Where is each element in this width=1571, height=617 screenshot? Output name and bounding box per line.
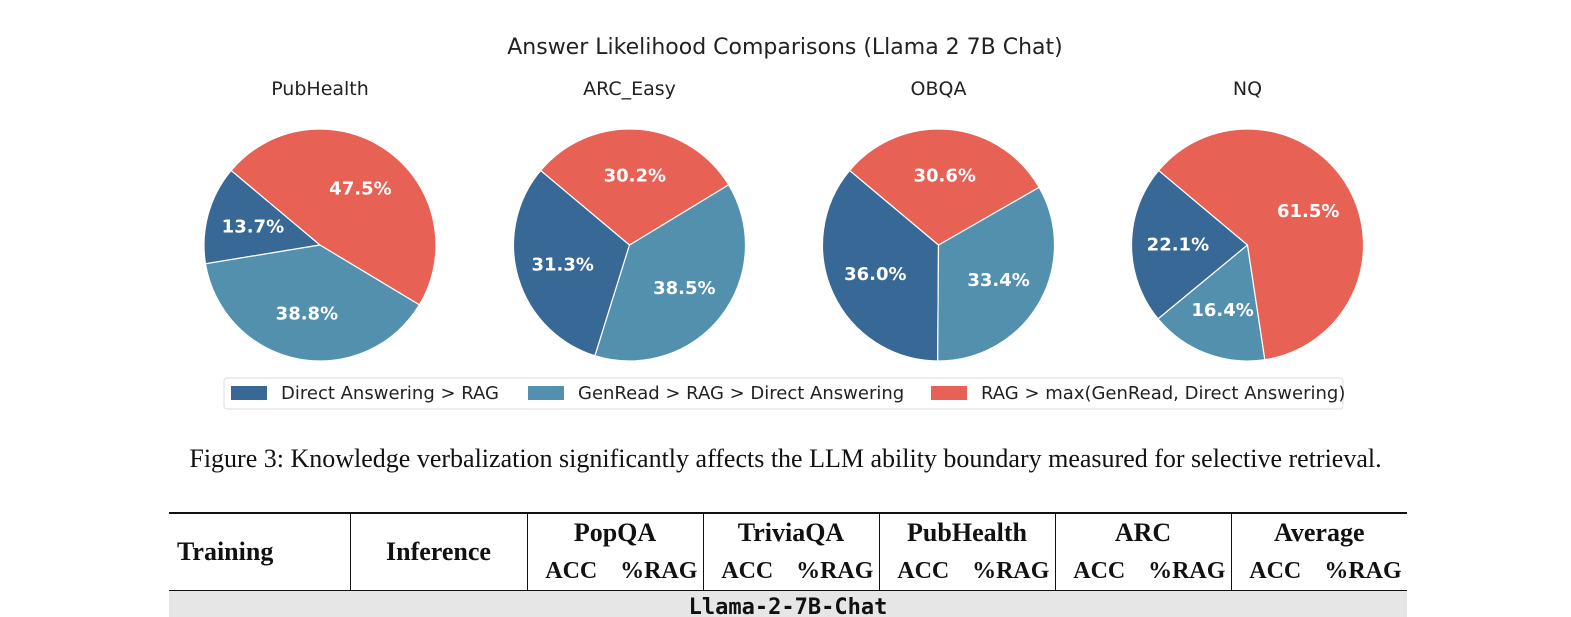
slice-label: 31.3% [531, 255, 593, 276]
slice-label: 36.0% [844, 264, 906, 285]
slice-label: 38.5% [653, 278, 715, 299]
model-group-label: Llama-2-7B-Chat [169, 590, 1407, 617]
header-triviaqa: TriviaQA [703, 513, 880, 552]
subheader-acc: ACC [1249, 558, 1302, 584]
pie-slice [1157, 243, 1266, 362]
pie-nq: NQ 22.1% 16.4% 61.5% [1130, 78, 1365, 362]
table-row: Llama-2-7B-Chat [169, 590, 1407, 617]
pie-slice [1157, 128, 1365, 361]
slice-label: 30.2% [604, 166, 666, 187]
pie-pubhealth: PubHealth 13.7% 38.8% 47.5% [203, 78, 437, 362]
pie-slice [539, 128, 730, 246]
subheader-rag: %RAG [615, 552, 704, 591]
table-subheader-row: ACC %RAG ACC %RAG ACC %RAG ACC %RAG ACC … [169, 552, 1407, 591]
pie-slice [937, 186, 1056, 362]
legend: Direct Answering > RAG GenRead > RAG > Di… [223, 377, 1345, 410]
pie-title: OBQA [911, 78, 967, 100]
subheader-rag: %RAG [1143, 552, 1232, 591]
header-average: Average [1274, 518, 1365, 547]
table-header-row: Training Inference PopQA TriviaQA PubHea… [169, 513, 1407, 591]
figure-caption: Figure 3: Knowledge verbalization signif… [189, 444, 1382, 473]
legend-frame [223, 377, 1344, 410]
pie-title: NQ [1233, 78, 1262, 100]
pie-obqa: OBQA 36.0% 33.4% 30.6% [821, 78, 1056, 362]
figure-svg: Answer Likelihood Comparisons (Llama 2 7… [203, 35, 1365, 410]
header-arc: ARC [1055, 513, 1232, 552]
legend-swatch [931, 386, 967, 400]
subheader-rag: %RAG [791, 552, 880, 591]
slice-label: 22.1% [1147, 235, 1209, 256]
pie-title: ARC_Easy [583, 78, 676, 100]
figure-title: Answer Likelihood Comparisons (Llama 2 7… [507, 35, 1063, 60]
pie-slice [848, 128, 1040, 246]
subheader-rag: %RAG [967, 552, 1056, 591]
header-popqa: PopQA [527, 513, 704, 552]
pie-slice [203, 169, 322, 265]
subheader-acc: ACC [721, 558, 774, 584]
legend-label: Direct Answering > RAG [281, 383, 499, 404]
pie-slice [230, 128, 437, 306]
slice-label: 13.7% [222, 217, 284, 238]
header-inference: Inference [350, 513, 528, 591]
header-pubhealth: PubHealth [879, 513, 1056, 552]
pie-title: PubHealth [271, 78, 369, 100]
legend-label: GenRead > RAG > Direct Answering [578, 383, 904, 404]
slice-label: 33.4% [967, 270, 1029, 291]
slice-label: 30.6% [913, 166, 975, 187]
pie-slice [204, 244, 421, 362]
slice-label: 38.8% [276, 303, 338, 324]
legend-label: RAG > max(GenRead, Direct Answering) [981, 383, 1345, 404]
results-table: Training Inference PopQA TriviaQA PubHea… [169, 512, 1407, 617]
subheader-acc: ACC [1073, 558, 1126, 584]
pie-chart-figure: Answer Likelihood Comparisons (Llama 2 7… [203, 35, 1365, 410]
pie-slice [1130, 169, 1249, 320]
pie-slice [594, 183, 747, 362]
subheader-acc: ACC [897, 558, 950, 584]
slice-label: 16.4% [1191, 300, 1253, 321]
subheader-rag: %RAG [1324, 558, 1402, 584]
subheader-acc: ACC [545, 558, 598, 584]
legend-swatch [528, 386, 564, 400]
slice-label: 47.5% [329, 178, 391, 199]
legend-swatch [231, 386, 267, 400]
slice-label: 61.5% [1277, 201, 1339, 222]
header-training: Training [169, 513, 351, 591]
pie-slice [821, 169, 940, 362]
pie-arc-easy: ARC_Easy 31.3% 38.5% 30.2% [512, 78, 747, 362]
pie-slice [512, 169, 631, 357]
